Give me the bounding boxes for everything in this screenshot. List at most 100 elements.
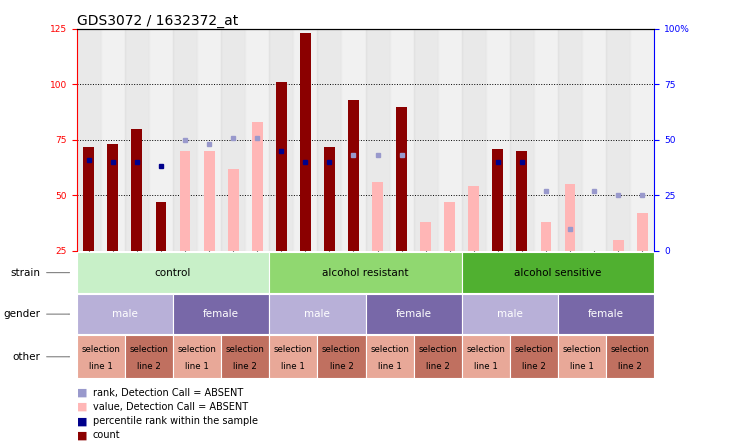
- Bar: [372, 182, 383, 251]
- Bar: [510, 29, 534, 251]
- Bar: [540, 222, 551, 251]
- Bar: [558, 294, 654, 334]
- Text: female: female: [395, 309, 431, 319]
- Bar: [221, 335, 269, 378]
- Text: selection: selection: [322, 345, 361, 354]
- Bar: [469, 186, 480, 251]
- Bar: [77, 252, 269, 293]
- Bar: [444, 202, 455, 251]
- Text: value, Detection Call = ABSENT: value, Detection Call = ABSENT: [93, 402, 248, 412]
- Bar: [180, 151, 191, 251]
- Text: selection: selection: [178, 345, 216, 354]
- Bar: [558, 29, 582, 251]
- Text: percentile rank within the sample: percentile rank within the sample: [93, 416, 258, 426]
- Bar: [390, 29, 414, 251]
- Bar: [269, 294, 366, 334]
- Bar: [132, 129, 143, 251]
- Bar: [317, 335, 366, 378]
- Bar: [486, 29, 510, 251]
- Bar: [510, 335, 558, 378]
- Bar: [517, 151, 527, 251]
- Bar: [366, 335, 414, 378]
- Text: alcohol resistant: alcohol resistant: [322, 268, 409, 278]
- Text: ■: ■: [77, 416, 87, 426]
- Bar: [558, 335, 606, 378]
- Bar: [204, 151, 214, 251]
- Bar: [438, 29, 462, 251]
- Text: count: count: [93, 430, 121, 440]
- Bar: [156, 202, 167, 251]
- Bar: [588, 251, 599, 278]
- Text: line 2: line 2: [425, 362, 450, 371]
- Bar: [564, 184, 575, 251]
- Bar: [269, 252, 462, 293]
- Text: line 1: line 1: [570, 362, 594, 371]
- Text: control: control: [155, 268, 192, 278]
- Bar: [462, 335, 510, 378]
- Text: gender: gender: [3, 309, 40, 319]
- Bar: [228, 169, 238, 251]
- Text: selection: selection: [129, 345, 168, 354]
- Bar: [276, 82, 287, 251]
- Bar: [396, 107, 407, 251]
- Bar: [366, 29, 390, 251]
- Bar: [245, 29, 269, 251]
- Bar: [300, 33, 311, 251]
- Text: line 2: line 2: [522, 362, 546, 371]
- Text: selection: selection: [370, 345, 409, 354]
- Text: female: female: [203, 309, 239, 319]
- Text: other: other: [12, 352, 40, 362]
- Bar: [101, 29, 125, 251]
- Bar: [149, 29, 173, 251]
- Text: line 1: line 1: [378, 362, 401, 371]
- Text: GDS3072 / 1632372_at: GDS3072 / 1632372_at: [77, 14, 238, 28]
- Text: rank, Detection Call = ABSENT: rank, Detection Call = ABSENT: [93, 388, 243, 398]
- Bar: [317, 29, 341, 251]
- Bar: [77, 294, 173, 334]
- Bar: [77, 29, 101, 251]
- Text: selection: selection: [274, 345, 313, 354]
- Bar: [534, 29, 558, 251]
- Bar: [324, 147, 335, 251]
- Bar: [125, 335, 173, 378]
- Text: line 1: line 1: [474, 362, 498, 371]
- Text: line 2: line 2: [618, 362, 642, 371]
- Text: male: male: [497, 309, 523, 319]
- Bar: [197, 29, 221, 251]
- Text: line 2: line 2: [233, 362, 257, 371]
- Text: selection: selection: [466, 345, 505, 354]
- Text: selection: selection: [563, 345, 602, 354]
- Bar: [420, 222, 431, 251]
- Bar: [251, 122, 262, 251]
- Text: female: female: [588, 309, 624, 319]
- Bar: [414, 335, 462, 378]
- Bar: [637, 213, 648, 251]
- Bar: [582, 29, 606, 251]
- Bar: [462, 252, 654, 293]
- Bar: [414, 29, 438, 251]
- Bar: [493, 149, 503, 251]
- Bar: [83, 147, 94, 251]
- Bar: [77, 335, 125, 378]
- Bar: [366, 294, 462, 334]
- Bar: [613, 240, 624, 251]
- Bar: [348, 100, 359, 251]
- Text: line 2: line 2: [137, 362, 161, 371]
- Bar: [462, 29, 486, 251]
- Bar: [221, 29, 245, 251]
- Text: selection: selection: [418, 345, 457, 354]
- Bar: [125, 29, 149, 251]
- Bar: [293, 29, 317, 251]
- Text: line 1: line 1: [185, 362, 209, 371]
- Text: ■: ■: [77, 388, 87, 398]
- Text: selection: selection: [610, 345, 650, 354]
- Text: alcohol sensitive: alcohol sensitive: [515, 268, 602, 278]
- Bar: [341, 29, 366, 251]
- Bar: [269, 335, 317, 378]
- Text: ■: ■: [77, 402, 87, 412]
- Bar: [173, 335, 221, 378]
- Text: selection: selection: [81, 345, 121, 354]
- Text: male: male: [304, 309, 330, 319]
- Text: line 1: line 1: [89, 362, 113, 371]
- Text: strain: strain: [10, 268, 40, 278]
